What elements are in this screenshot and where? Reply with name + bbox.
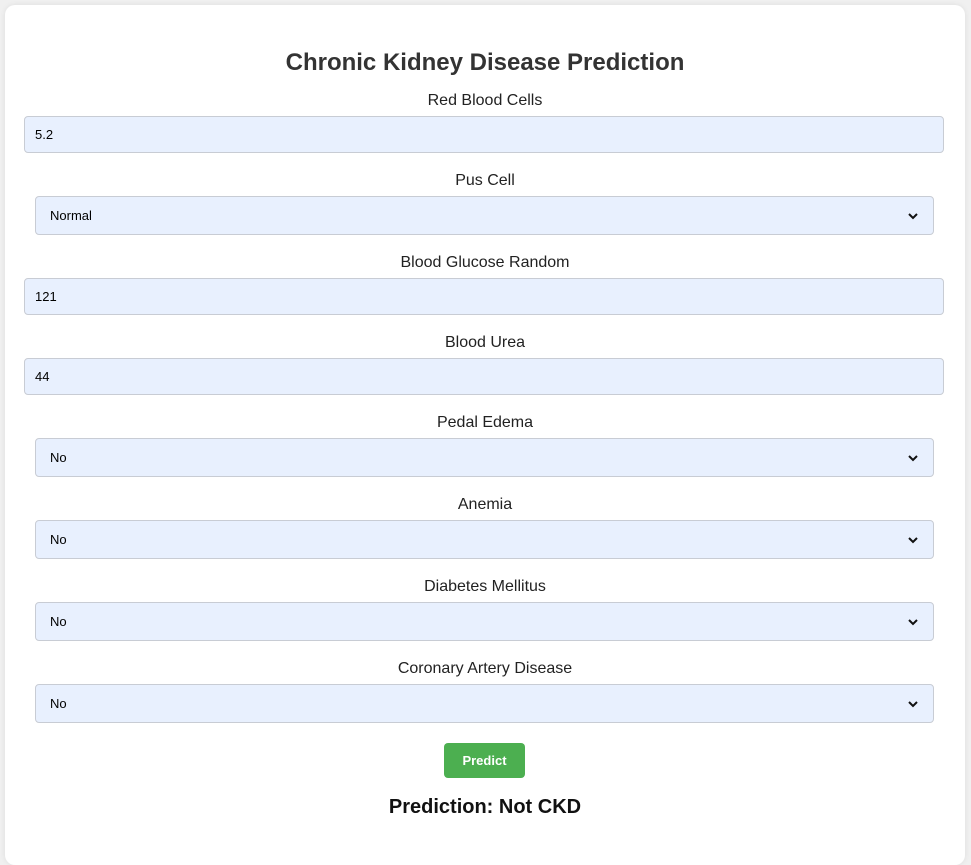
chevron-down-icon	[908, 536, 918, 543]
blood-urea-input[interactable]	[24, 358, 944, 395]
pus-cell-select[interactable]: Normal	[35, 196, 934, 235]
coronary-artery-disease-label: Coronary Artery Disease	[397, 660, 573, 677]
pedal-edema-label: Pedal Edema	[436, 414, 534, 431]
chevron-down-icon	[908, 700, 918, 707]
coronary-artery-disease-select[interactable]: No	[35, 684, 934, 723]
chevron-down-icon	[908, 454, 918, 461]
diabetes-mellitus-label: Diabetes Mellitus	[424, 578, 546, 595]
anemia-selected-value: No	[50, 532, 67, 547]
pedal-edema-selected-value: No	[50, 450, 67, 465]
coronary-artery-disease-selected-value: No	[50, 696, 67, 711]
page-title: Chronic Kidney Disease Prediction	[285, 49, 685, 76]
pedal-edema-select[interactable]: No	[35, 438, 934, 477]
diabetes-mellitus-selected-value: No	[50, 614, 67, 629]
blood-glucose-random-label: Blood Glucose Random	[400, 254, 570, 271]
red-blood-cells-label: Red Blood Cells	[427, 92, 543, 109]
diabetes-mellitus-select[interactable]: No	[35, 602, 934, 641]
prediction-result: Prediction: Not CKD	[388, 796, 582, 818]
red-blood-cells-input[interactable]	[24, 116, 944, 153]
chevron-down-icon	[908, 212, 918, 219]
blood-urea-label: Blood Urea	[444, 334, 526, 351]
pus-cell-label: Pus Cell	[455, 172, 515, 189]
chevron-down-icon	[908, 618, 918, 625]
form-card: Chronic Kidney Disease Prediction Red Bl…	[5, 5, 965, 865]
pus-cell-selected-value: Normal	[50, 208, 92, 223]
anemia-select[interactable]: No	[35, 520, 934, 559]
anemia-label: Anemia	[457, 496, 513, 513]
predict-button[interactable]: Predict	[444, 743, 525, 778]
blood-glucose-random-input[interactable]	[24, 278, 944, 315]
